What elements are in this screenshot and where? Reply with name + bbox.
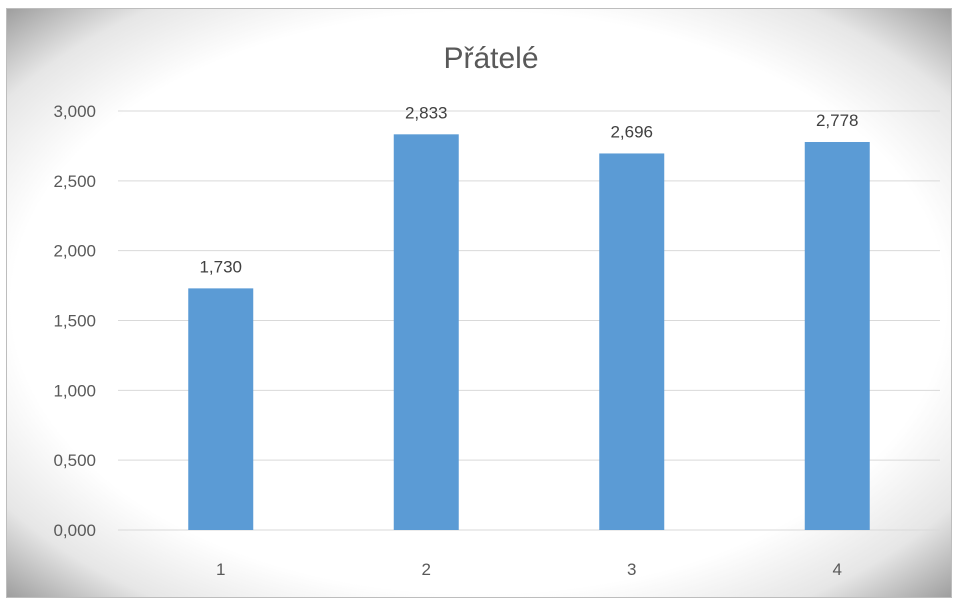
gridlines <box>118 110 940 531</box>
y-tick-label: 0,000 <box>53 521 96 540</box>
data-label: 2,833 <box>405 103 448 122</box>
data-label: 2,778 <box>816 111 859 130</box>
y-tick-label: 3,000 <box>53 102 96 121</box>
x-tick-label: 1 <box>216 560 225 579</box>
data-label: 1,730 <box>199 257 242 276</box>
bar-4 <box>804 142 870 531</box>
x-tick-label: 3 <box>627 560 636 579</box>
bars <box>188 134 870 531</box>
chart-area <box>6 8 952 598</box>
bar-2 <box>393 134 459 530</box>
data-label: 2,696 <box>610 122 653 141</box>
x-axis: 1 2 3 4 <box>216 560 842 579</box>
bar-3 <box>599 153 665 530</box>
x-tick-label: 4 <box>833 560 842 579</box>
y-tick-label: 0,500 <box>53 451 96 470</box>
y-tick-label: 1,000 <box>53 381 96 400</box>
y-axis: 0,000 0,500 1,000 1,500 2,000 2,500 3,000 <box>53 102 96 540</box>
y-tick-label: 1,500 <box>53 312 96 331</box>
y-tick-label: 2,000 <box>53 242 96 261</box>
x-tick-label: 2 <box>422 560 431 579</box>
chart-title: Přátelé <box>443 42 538 75</box>
y-tick-label: 2,500 <box>53 172 96 191</box>
bar-1 <box>188 288 254 530</box>
data-labels: 1,730 2,833 2,696 2,778 <box>199 103 858 276</box>
